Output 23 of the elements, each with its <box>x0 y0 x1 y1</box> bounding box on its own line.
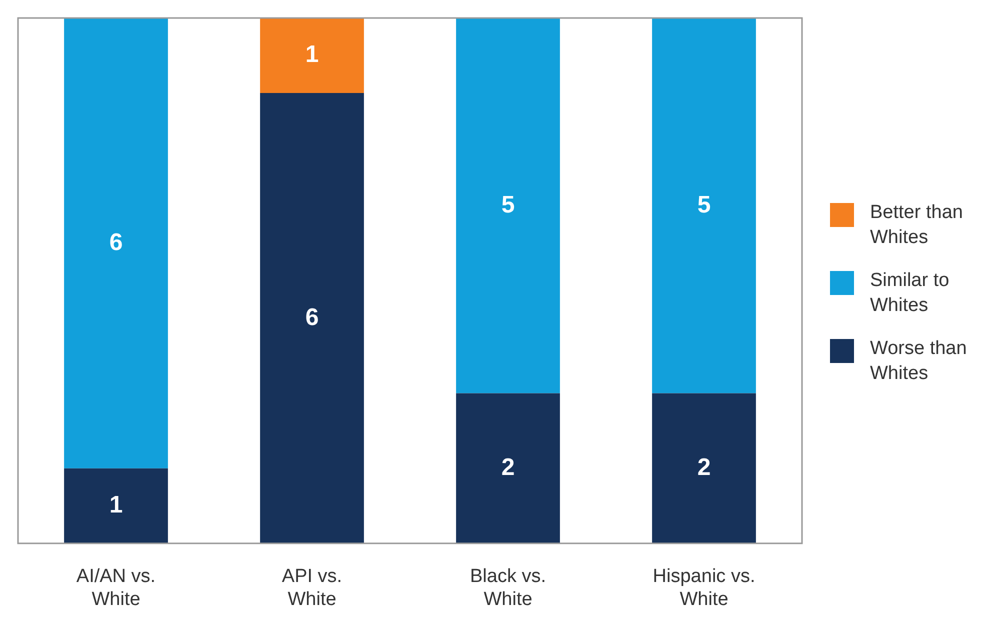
bar <box>652 18 756 394</box>
bar <box>64 468 168 544</box>
data-label: 5 <box>501 191 515 218</box>
data-label: 6 <box>305 304 319 331</box>
legend-label: Better than Whites <box>870 201 964 250</box>
x-tick-label: Black vs. White <box>470 566 546 610</box>
bar <box>260 18 364 94</box>
data-label: 5 <box>697 191 711 218</box>
data-label: 2 <box>501 454 515 481</box>
data-label: 6 <box>109 228 123 256</box>
bar <box>64 18 168 468</box>
data-label: 1 <box>109 491 123 518</box>
x-tick-label: AI/AN vs. White <box>76 566 156 610</box>
bar <box>260 93 364 544</box>
data-label: 1 <box>305 41 319 68</box>
legend-label: Similar to Whites <box>870 269 950 318</box>
bar <box>652 393 756 544</box>
x-tick-label: Hispanic vs. White <box>652 566 756 610</box>
data-label: 2 <box>697 454 711 481</box>
legend-label: Worse than Whites <box>870 337 968 386</box>
x-tick-label: API vs. White <box>282 566 342 610</box>
bar <box>456 18 560 394</box>
bar <box>456 393 560 544</box>
